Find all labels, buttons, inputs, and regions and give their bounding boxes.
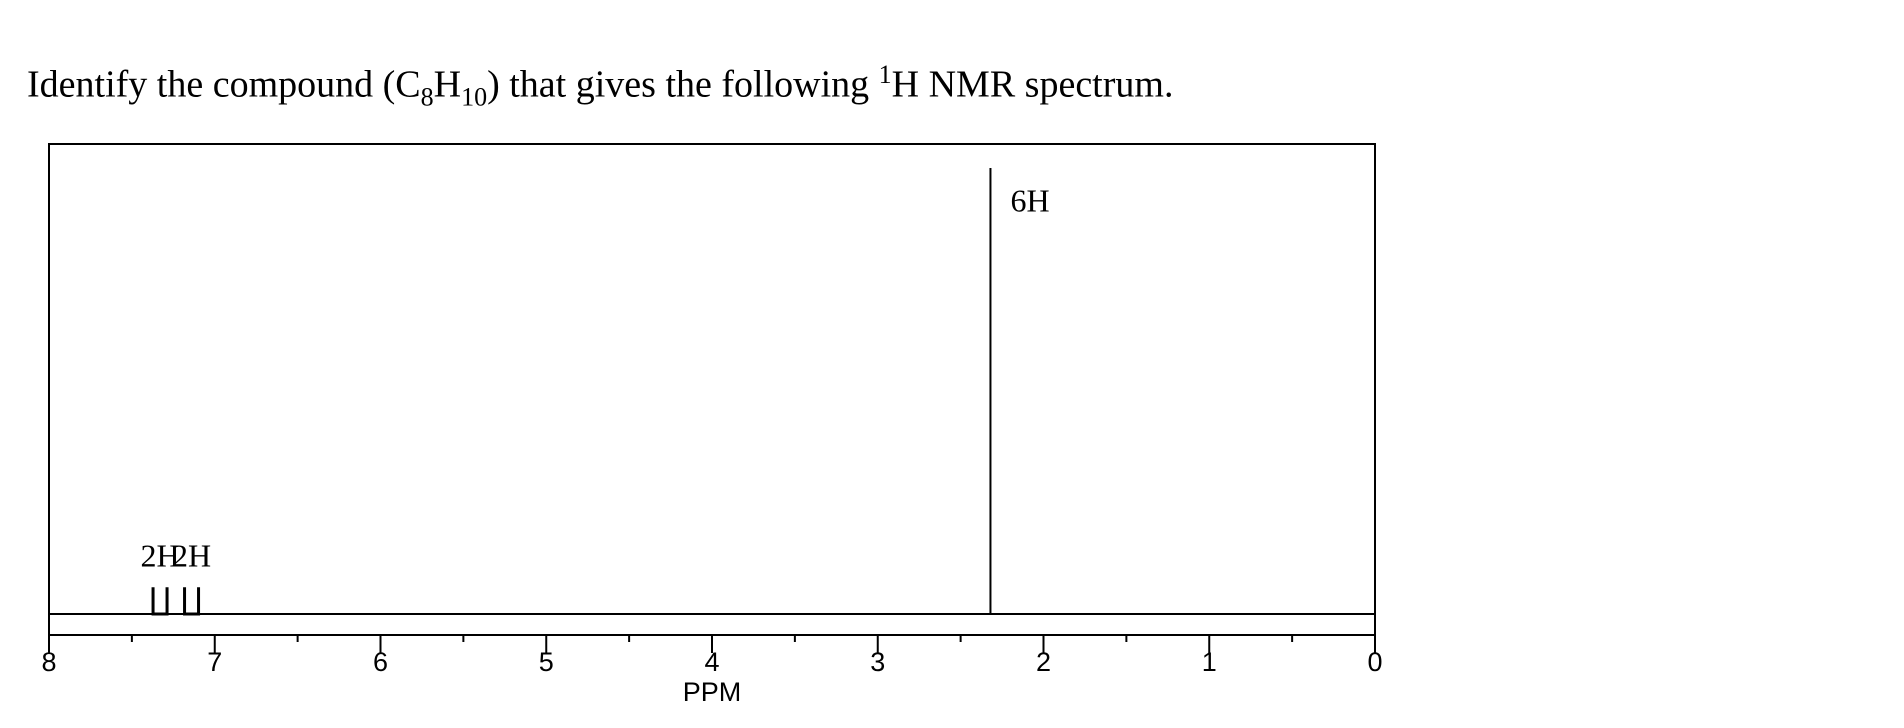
superscript: 1 xyxy=(878,60,892,89)
x-tick-label: 0 xyxy=(1367,647,1382,677)
x-tick-label: 8 xyxy=(41,647,56,677)
question-text: H xyxy=(433,63,462,106)
peak-label: 6H xyxy=(1010,182,1049,218)
subscript: 10 xyxy=(461,82,488,112)
x-axis-label: PPM xyxy=(683,677,742,707)
peak xyxy=(183,587,201,616)
subscript: 8 xyxy=(420,82,434,112)
question-text: ) that gives the following xyxy=(487,63,879,106)
x-tick-label: 7 xyxy=(207,647,222,677)
x-tick-label: 4 xyxy=(704,647,719,677)
x-tick-label: 5 xyxy=(539,647,554,677)
question: Identify the compound (C8H10) that gives… xyxy=(27,60,1173,112)
x-tick-label: 6 xyxy=(373,647,388,677)
peak-label: 2H xyxy=(140,538,179,574)
x-tick-label: 3 xyxy=(870,647,885,677)
peak-label: 2H xyxy=(172,538,211,574)
x-tick-label: 1 xyxy=(1202,647,1217,677)
peak xyxy=(151,587,169,616)
question-text: Identify the compound (C xyxy=(27,63,421,106)
x-tick-label: 2 xyxy=(1036,647,1051,677)
plot-frame xyxy=(48,143,1376,636)
question-text: H NMR spectrum. xyxy=(891,63,1174,106)
